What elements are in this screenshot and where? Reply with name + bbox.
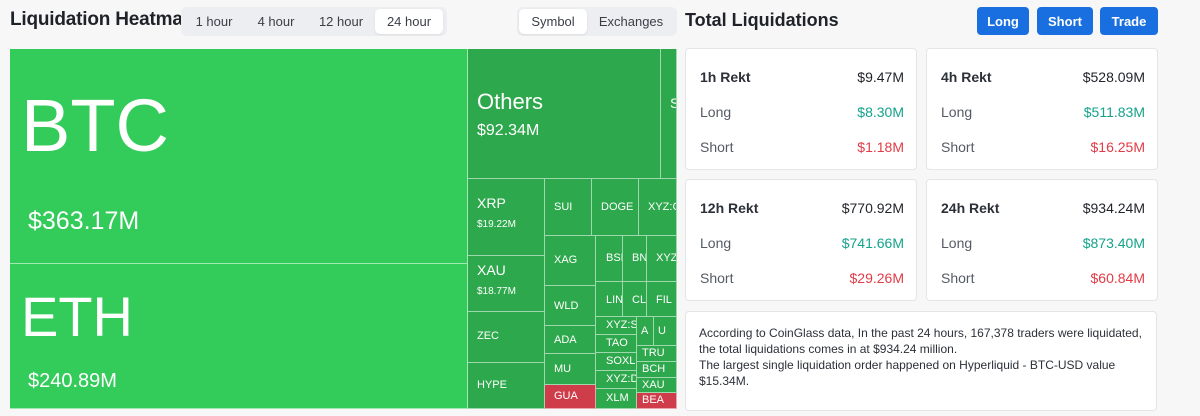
heatmap-tile-tru[interactable]: TRU — [637, 346, 677, 362]
heatmap-tile-gua[interactable]: GUA — [545, 385, 596, 409]
card-short-value: $1.18M — [857, 139, 904, 155]
card-short-label: Short — [941, 270, 975, 286]
card-long-value: $511.83M — [1083, 104, 1145, 120]
total-liquidations-title: Total Liquidations — [685, 10, 839, 30]
heatmap-tile-soxl[interactable]: SOXL — [596, 353, 637, 371]
heatmap-tile-fil[interactable]: FIL — [647, 282, 677, 317]
heatmap-tile-bea[interactable]: BEA — [637, 393, 677, 409]
card-period: 1h Rekt — [700, 69, 751, 85]
card-period: 4h Rekt — [941, 69, 992, 85]
summary-text-2: The largest single liquidation order hap… — [699, 358, 1116, 388]
card-long-label: Long — [941, 235, 973, 251]
heatmap-tile-btc[interactable]: BTC $363.17M — [10, 49, 468, 264]
heatmap-tile-xau-small[interactable]: XAU — [637, 378, 677, 393]
heatmap-tile-xyz-s[interactable]: XYZ:S — [596, 317, 637, 335]
tile-symbol: Others — [477, 89, 544, 114]
card-short-label: Short — [941, 139, 975, 155]
heatmap-tile-bch[interactable]: BCH — [637, 362, 677, 378]
liquidation-summary: According to CoinGlass data, In the past… — [685, 311, 1157, 411]
heatmap-tile-bsb[interactable]: BSB — [596, 236, 623, 282]
card-short-label: Short — [700, 139, 734, 155]
heatmap-tile-xyz-d[interactable]: XYZ:D — [596, 371, 637, 389]
tile-symbol: BTC — [21, 84, 169, 167]
card-total: $934.24M — [1082, 200, 1145, 216]
heatmap-tile-bnb[interactable]: BNB — [623, 236, 647, 282]
heatmap-tile-cl[interactable]: CL — [623, 282, 647, 317]
heatmap-tile-doge[interactable]: DOGE — [592, 179, 639, 236]
rekt-card-24h: 24h Rekt $934.24M Long $873.40M Short $6… — [926, 179, 1158, 301]
card-period: 12h Rekt — [700, 200, 759, 216]
card-long-label: Long — [700, 235, 732, 251]
card-long-label: Long — [700, 104, 732, 120]
tile-symbol: ETH — [21, 285, 133, 348]
heatmap-tile-eth[interactable]: ETH $240.89M — [10, 264, 468, 409]
rekt-card-1h: 1h Rekt $9.47M Long $8.30M Short $1.18M — [685, 48, 917, 170]
tab-12-hour[interactable]: 12 hour — [318, 14, 364, 29]
trade-button[interactable]: Trade — [1100, 7, 1158, 35]
card-total: $770.92M — [841, 200, 904, 216]
tab-symbol[interactable]: Symbol — [519, 9, 587, 34]
view-tabs: Symbol Exchanges — [517, 7, 677, 36]
heatmap-title: Liquidation Heatmap — [10, 9, 195, 30]
tab-4-hour[interactable]: 4 hour — [257, 14, 295, 29]
heatmap-tile-xyz[interactable]: XYZ — [647, 236, 677, 282]
summary-text-1: According to CoinGlass data, In the past… — [699, 326, 1142, 356]
heatmap-tile-tao[interactable]: TAO — [596, 335, 637, 353]
heatmap-tile-lin[interactable]: LIN — [596, 282, 623, 317]
heatmap-tile-xyz-cl[interactable]: XYZ:CL — [639, 179, 677, 236]
card-long-value: $741.66M — [841, 235, 904, 251]
heatmap-tile-ada[interactable]: ADA — [545, 326, 596, 354]
heatmap-tile-xrp[interactable]: XRP $19.22M — [468, 179, 545, 256]
heatmap-tile-others[interactable]: Others $92.34M — [468, 49, 661, 179]
heatmap-tile-u[interactable]: U — [654, 317, 677, 346]
heatmap-tile-hype[interactable]: HYPE — [468, 363, 545, 409]
card-short-value: $29.26M — [849, 270, 904, 286]
rekt-card-12h: 12h Rekt $770.92M Long $741.66M Short $2… — [685, 179, 917, 301]
card-total: $9.47M — [857, 69, 904, 85]
heatmap-tile-s[interactable]: S — [661, 49, 677, 179]
heatmap-tile-xag[interactable]: XAG — [545, 236, 596, 286]
card-total: $528.09M — [1082, 69, 1145, 85]
rekt-card-4h: 4h Rekt $528.09M Long $511.83M Short $16… — [926, 48, 1158, 170]
heatmap-tile-a[interactable]: A — [637, 317, 654, 346]
card-long-value: $873.40M — [1082, 235, 1145, 251]
heatmap-tile-mu[interactable]: MU — [545, 354, 596, 385]
long-button[interactable]: Long — [977, 7, 1029, 35]
tile-value: $92.34M — [477, 122, 540, 139]
card-short-value: $16.25M — [1090, 139, 1145, 155]
heatmap-tile-xlm[interactable]: XLM — [596, 389, 637, 409]
tab-exchanges[interactable]: Exchanges — [598, 14, 664, 29]
heatmap-tile-zec[interactable]: ZEC — [468, 312, 545, 363]
card-short-value: $60.84M — [1090, 270, 1145, 286]
card-period: 24h Rekt — [941, 200, 1000, 216]
tab-24-hour[interactable]: 24 hour — [375, 9, 443, 34]
tile-value: $240.89M — [28, 370, 117, 392]
heatmap-tile-xau[interactable]: XAU $18.77M — [468, 256, 545, 312]
heatmap-tile-wld[interactable]: WLD — [545, 286, 596, 326]
short-button[interactable]: Short — [1037, 7, 1093, 35]
card-short-label: Short — [700, 270, 734, 286]
liquidation-heatmap: BTC $363.17M ETH $240.89M Others $92.34M… — [10, 49, 677, 409]
tile-value: $363.17M — [28, 207, 140, 235]
tab-1-hour[interactable]: 1 hour — [195, 14, 233, 29]
card-long-label: Long — [941, 104, 973, 120]
time-range-tabs: 1 hour 4 hour 12 hour 24 hour — [181, 7, 447, 36]
heatmap-tile-sui[interactable]: SUI — [545, 179, 592, 236]
card-long-value: $8.30M — [857, 104, 904, 120]
